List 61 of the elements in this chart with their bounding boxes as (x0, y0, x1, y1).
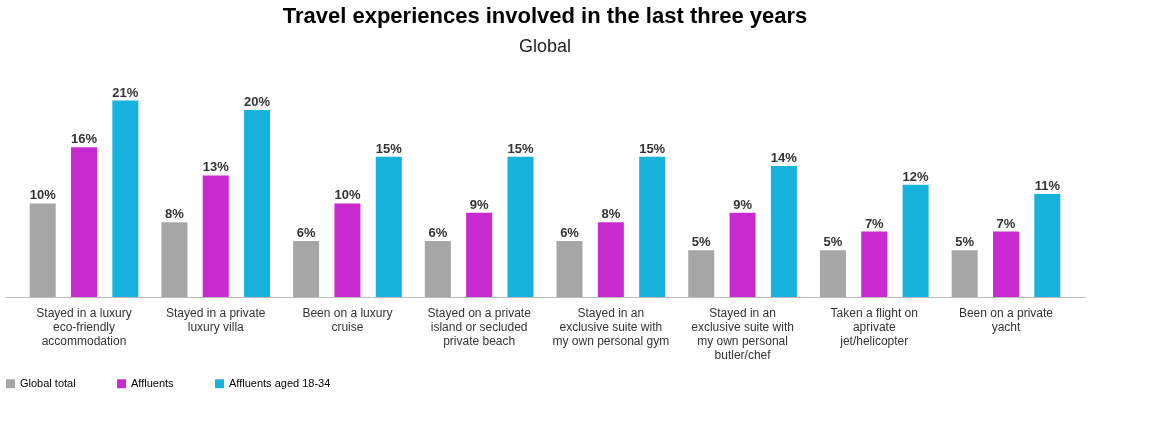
data-label: 12% (902, 168, 930, 184)
legend-label: Global total (20, 376, 76, 389)
bar (424, 240, 451, 297)
bar (375, 156, 402, 297)
data-label: 20% (244, 93, 271, 109)
x-tick-label: Stayed in an exclusive suite with my own personal butler/chef (691, 305, 794, 362)
legend-label: Affluents (131, 376, 175, 389)
bar (992, 231, 1019, 297)
bar (951, 250, 978, 297)
bar (861, 231, 888, 297)
bar (334, 203, 361, 297)
data-label: 13% (202, 159, 230, 175)
data-label: 15% (639, 140, 666, 156)
data-label: 9% (469, 196, 489, 212)
data-label: 9% (733, 196, 753, 212)
bar (202, 175, 229, 297)
data-label: 15% (375, 140, 403, 156)
x-tick-label: Stayed in a private luxury villa (166, 305, 266, 334)
data-label: 6% (296, 224, 316, 240)
data-label: 6% (428, 224, 448, 240)
x-tick-label: Stayed in an exclusive suite with my own personal gym (552, 305, 670, 348)
x-tick-label: Stayed on a private island or secluded private beach (427, 305, 532, 348)
data-label: 8% (601, 206, 621, 222)
bar (1034, 194, 1061, 297)
data-label: 5% (955, 234, 975, 250)
bar (293, 240, 320, 297)
bar (639, 156, 666, 297)
data-label: 11% (1034, 178, 1061, 194)
bar (688, 250, 715, 297)
x-tick-label: Been on a luxury cruise (302, 305, 393, 334)
data-label: 10% (334, 187, 361, 203)
data-label: 7% (996, 215, 1016, 231)
data-label: 10% (29, 187, 57, 203)
bar (29, 203, 56, 297)
data-label: 5% (691, 234, 712, 250)
bar (729, 212, 756, 297)
chart-subtitle: Global (518, 36, 572, 56)
bar (466, 212, 493, 297)
chart-title: Travel experiences involved in the last three years (282, 3, 808, 28)
data-label: 8% (165, 206, 185, 222)
data-label: 6% (560, 224, 580, 240)
x-tick-label: Taken a flight on aprivate jet/helicopter (830, 305, 918, 348)
data-label: 14% (770, 150, 798, 166)
data-label: 5% (823, 234, 843, 250)
bar (244, 109, 271, 297)
bar (819, 250, 846, 297)
bar (770, 166, 797, 297)
x-tick-label: Stayed in a luxury eco-friendly accommodation (36, 305, 132, 348)
bar (597, 222, 624, 297)
data-label: 21% (112, 84, 139, 100)
bar (112, 100, 139, 297)
data-label: 7% (864, 215, 885, 231)
bar (507, 156, 534, 297)
bar (902, 184, 929, 297)
data-label: 16% (71, 131, 98, 147)
bar (556, 240, 583, 297)
x-tick-label: Been on a private yacht (958, 305, 1054, 334)
bar (161, 222, 188, 297)
data-label: 15% (507, 140, 534, 156)
bar (71, 147, 98, 297)
legend-label: Affluents aged 18-34 (229, 376, 331, 389)
